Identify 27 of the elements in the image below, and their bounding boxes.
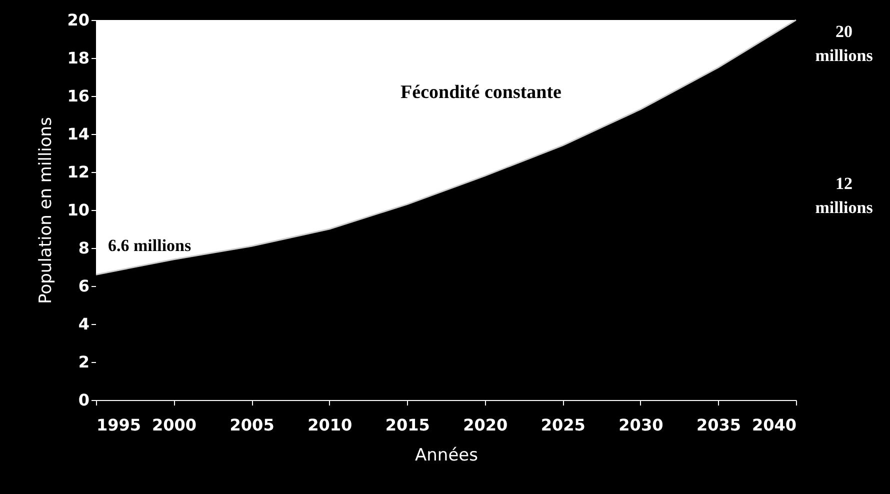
y-tick-label: 18 bbox=[67, 48, 90, 68]
text: 20 millions bbox=[815, 22, 874, 65]
text: 12 millions bbox=[815, 174, 874, 217]
x-axis-title: Années bbox=[415, 446, 478, 466]
y-tick-label: 10 bbox=[67, 200, 90, 220]
y-tick-label: 6 bbox=[78, 276, 90, 296]
x-tick-label: 2015 bbox=[385, 416, 430, 434]
x-tick-label: 2020 bbox=[463, 416, 508, 434]
x-tick-label: 2040 bbox=[752, 416, 796, 434]
x-tick-label: 2035 bbox=[696, 416, 741, 434]
x-tick-label: 2025 bbox=[540, 416, 586, 434]
y-tick-label: 16 bbox=[67, 86, 90, 106]
x-tick-label: 2010 bbox=[308, 416, 352, 434]
y-tick-label: 12 bbox=[67, 162, 90, 182]
x-tick-label: 2030 bbox=[618, 416, 664, 434]
y-axis-title: Population en millions bbox=[36, 116, 56, 304]
annotation: 6.6 millions bbox=[108, 236, 192, 256]
y-tick-label: 8 bbox=[78, 238, 90, 258]
x-tick-label: 2000 bbox=[152, 416, 197, 434]
y-tick-label: 14 bbox=[67, 124, 90, 144]
y-tick-label: 20 bbox=[67, 10, 90, 30]
y-tick-label: 2 bbox=[78, 352, 90, 372]
y-tick-label: 0 bbox=[78, 390, 90, 410]
y-tick-label: 4 bbox=[78, 314, 90, 334]
x-tick-label: 1995 bbox=[96, 416, 142, 434]
text: Fécondité constante bbox=[400, 82, 562, 104]
x-tick-label: 2005 bbox=[230, 416, 274, 434]
